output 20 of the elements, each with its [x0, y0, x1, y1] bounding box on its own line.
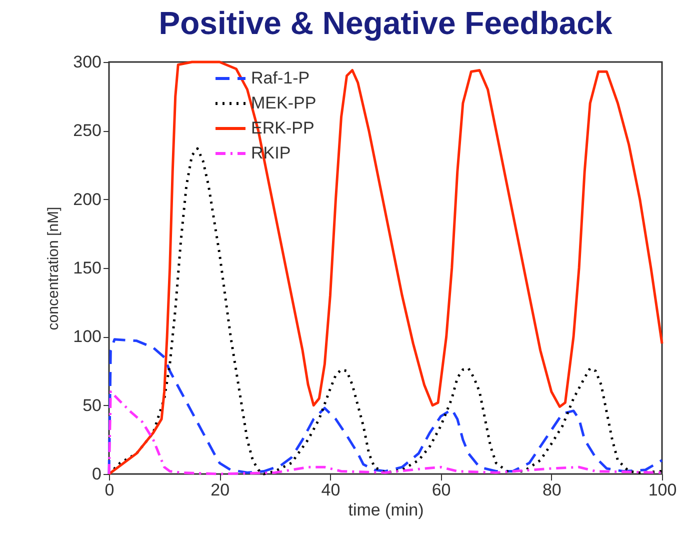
x-axis-title: time (min)	[348, 500, 424, 520]
legend-label: Raf-1-P	[251, 68, 310, 88]
x-tick-label: 60	[432, 480, 451, 500]
y-tick-label: 100	[73, 327, 102, 346]
y-tick-label: 300	[73, 52, 102, 72]
x-tick-label: 100	[648, 480, 677, 500]
chart-title: Positive & Negative Feedback	[158, 5, 612, 41]
line-series	[108, 390, 664, 476]
line-series	[108, 338, 664, 476]
y-tick-label: 250	[73, 121, 102, 140]
x-tick-label: 80	[542, 480, 562, 500]
x-tick-label: 0	[104, 480, 114, 500]
y-tick-label: 0	[92, 464, 102, 484]
y-tick-label: 50	[82, 396, 102, 415]
y-axis-title: concentration [nM]	[45, 206, 62, 330]
legend-label: MEK-PP	[251, 94, 316, 112]
x-tick-label: 40	[321, 480, 340, 500]
y-tick-label: 200	[73, 190, 102, 209]
y-tick-label: 150	[73, 258, 102, 278]
x-tick-label: 20	[210, 480, 230, 500]
